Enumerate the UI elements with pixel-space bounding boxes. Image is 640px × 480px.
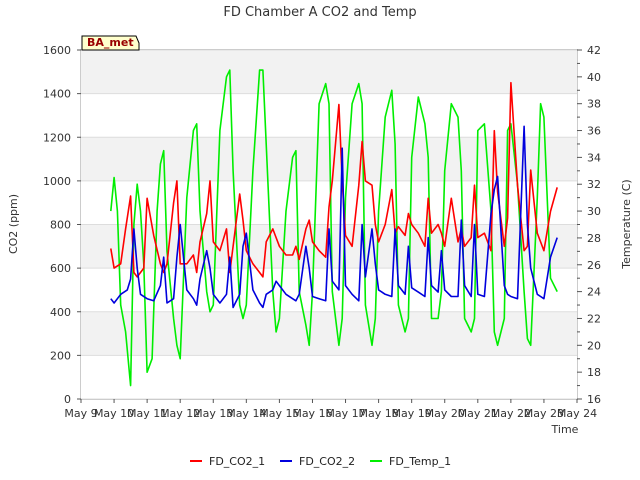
badge-label: BA_met xyxy=(87,36,134,49)
left-y-axis-title: CO2 (ppm) xyxy=(7,194,20,254)
chart-title: FD Chamber A CO2 and Temp xyxy=(223,5,416,20)
right-y-tick-label: 36 xyxy=(587,125,601,138)
left-y-tick-label: 1000 xyxy=(43,175,71,188)
badge: BA_met xyxy=(81,35,140,51)
left-y-axis: 0 200 400 600 800 1000 1200 1400 1600 xyxy=(43,44,81,406)
right-y-tick-label: 40 xyxy=(587,71,601,84)
x-axis-title: Time xyxy=(551,423,579,436)
x-tick-label: May 23 xyxy=(524,407,564,420)
x-tick-label: May 18 xyxy=(358,407,398,420)
left-y-tick-label: 800 xyxy=(50,219,71,232)
left-y-tick-label: 200 xyxy=(50,349,71,362)
x-tick-label: May 20 xyxy=(425,407,465,420)
x-tick-label: May 15 xyxy=(259,407,299,420)
right-y-tick-label: 26 xyxy=(587,259,601,272)
x-tick-label: May 17 xyxy=(325,407,365,420)
right-y-tick-label: 28 xyxy=(587,232,601,245)
right-y-tick-label: 20 xyxy=(587,339,601,352)
left-y-tick-label: 1400 xyxy=(43,88,71,101)
left-y-tick-label: 1600 xyxy=(43,44,71,57)
right-y-tick-label: 34 xyxy=(587,151,601,164)
background-band xyxy=(81,355,577,399)
series-line-fd-co2-2 xyxy=(110,125,558,309)
right-y-axis-title: Temperature (C) xyxy=(620,179,633,269)
legend-label: FD_CO2_1 xyxy=(209,455,265,468)
x-tick-label: May 21 xyxy=(458,407,498,420)
x-tick-label: May 9 xyxy=(64,407,97,420)
series-line-fd-co2-1 xyxy=(110,81,558,278)
x-tick-label: May 16 xyxy=(292,407,332,420)
x-tick-label: May 19 xyxy=(392,407,432,420)
left-y-tick-label: 400 xyxy=(50,306,71,319)
right-y-tick-label: 42 xyxy=(587,44,601,57)
right-y-axis: 16 18 20 22 24 26 28 30 32 34 36 38 40 42 xyxy=(577,44,601,406)
right-y-tick-label: 32 xyxy=(587,178,601,191)
series-line-fd-temp-1 xyxy=(110,69,558,387)
x-tick-label: May 22 xyxy=(491,407,531,420)
x-tick-label: May 12 xyxy=(160,407,200,420)
x-tick-label: May 14 xyxy=(226,407,266,420)
left-y-tick-label: 0 xyxy=(64,393,71,406)
legend-label: FD_CO2_2 xyxy=(299,455,355,468)
left-y-tick-label: 600 xyxy=(50,262,71,275)
series-layer xyxy=(110,69,558,387)
right-y-tick-label: 30 xyxy=(587,205,601,218)
badge-box xyxy=(81,35,140,51)
background-band xyxy=(81,311,577,356)
right-y-tick-label: 24 xyxy=(587,286,601,299)
left-y-tick-label: 1200 xyxy=(43,131,71,144)
x-tick-label: May 24 xyxy=(557,407,597,420)
legend: FD_CO2_1 FD_CO2_2 FD_Temp_1 xyxy=(190,455,451,468)
right-y-tick-label: 18 xyxy=(587,366,601,379)
legend-label: FD_Temp_1 xyxy=(389,455,451,468)
x-tick-label: May 10 xyxy=(94,407,134,420)
right-y-tick-label: 22 xyxy=(587,312,601,325)
right-y-tick-label: 38 xyxy=(587,98,601,111)
background-band xyxy=(81,50,577,94)
right-y-tick-label: 16 xyxy=(587,393,601,406)
x-tick-label: May 13 xyxy=(193,407,233,420)
x-tick-label: May 11 xyxy=(127,407,167,420)
